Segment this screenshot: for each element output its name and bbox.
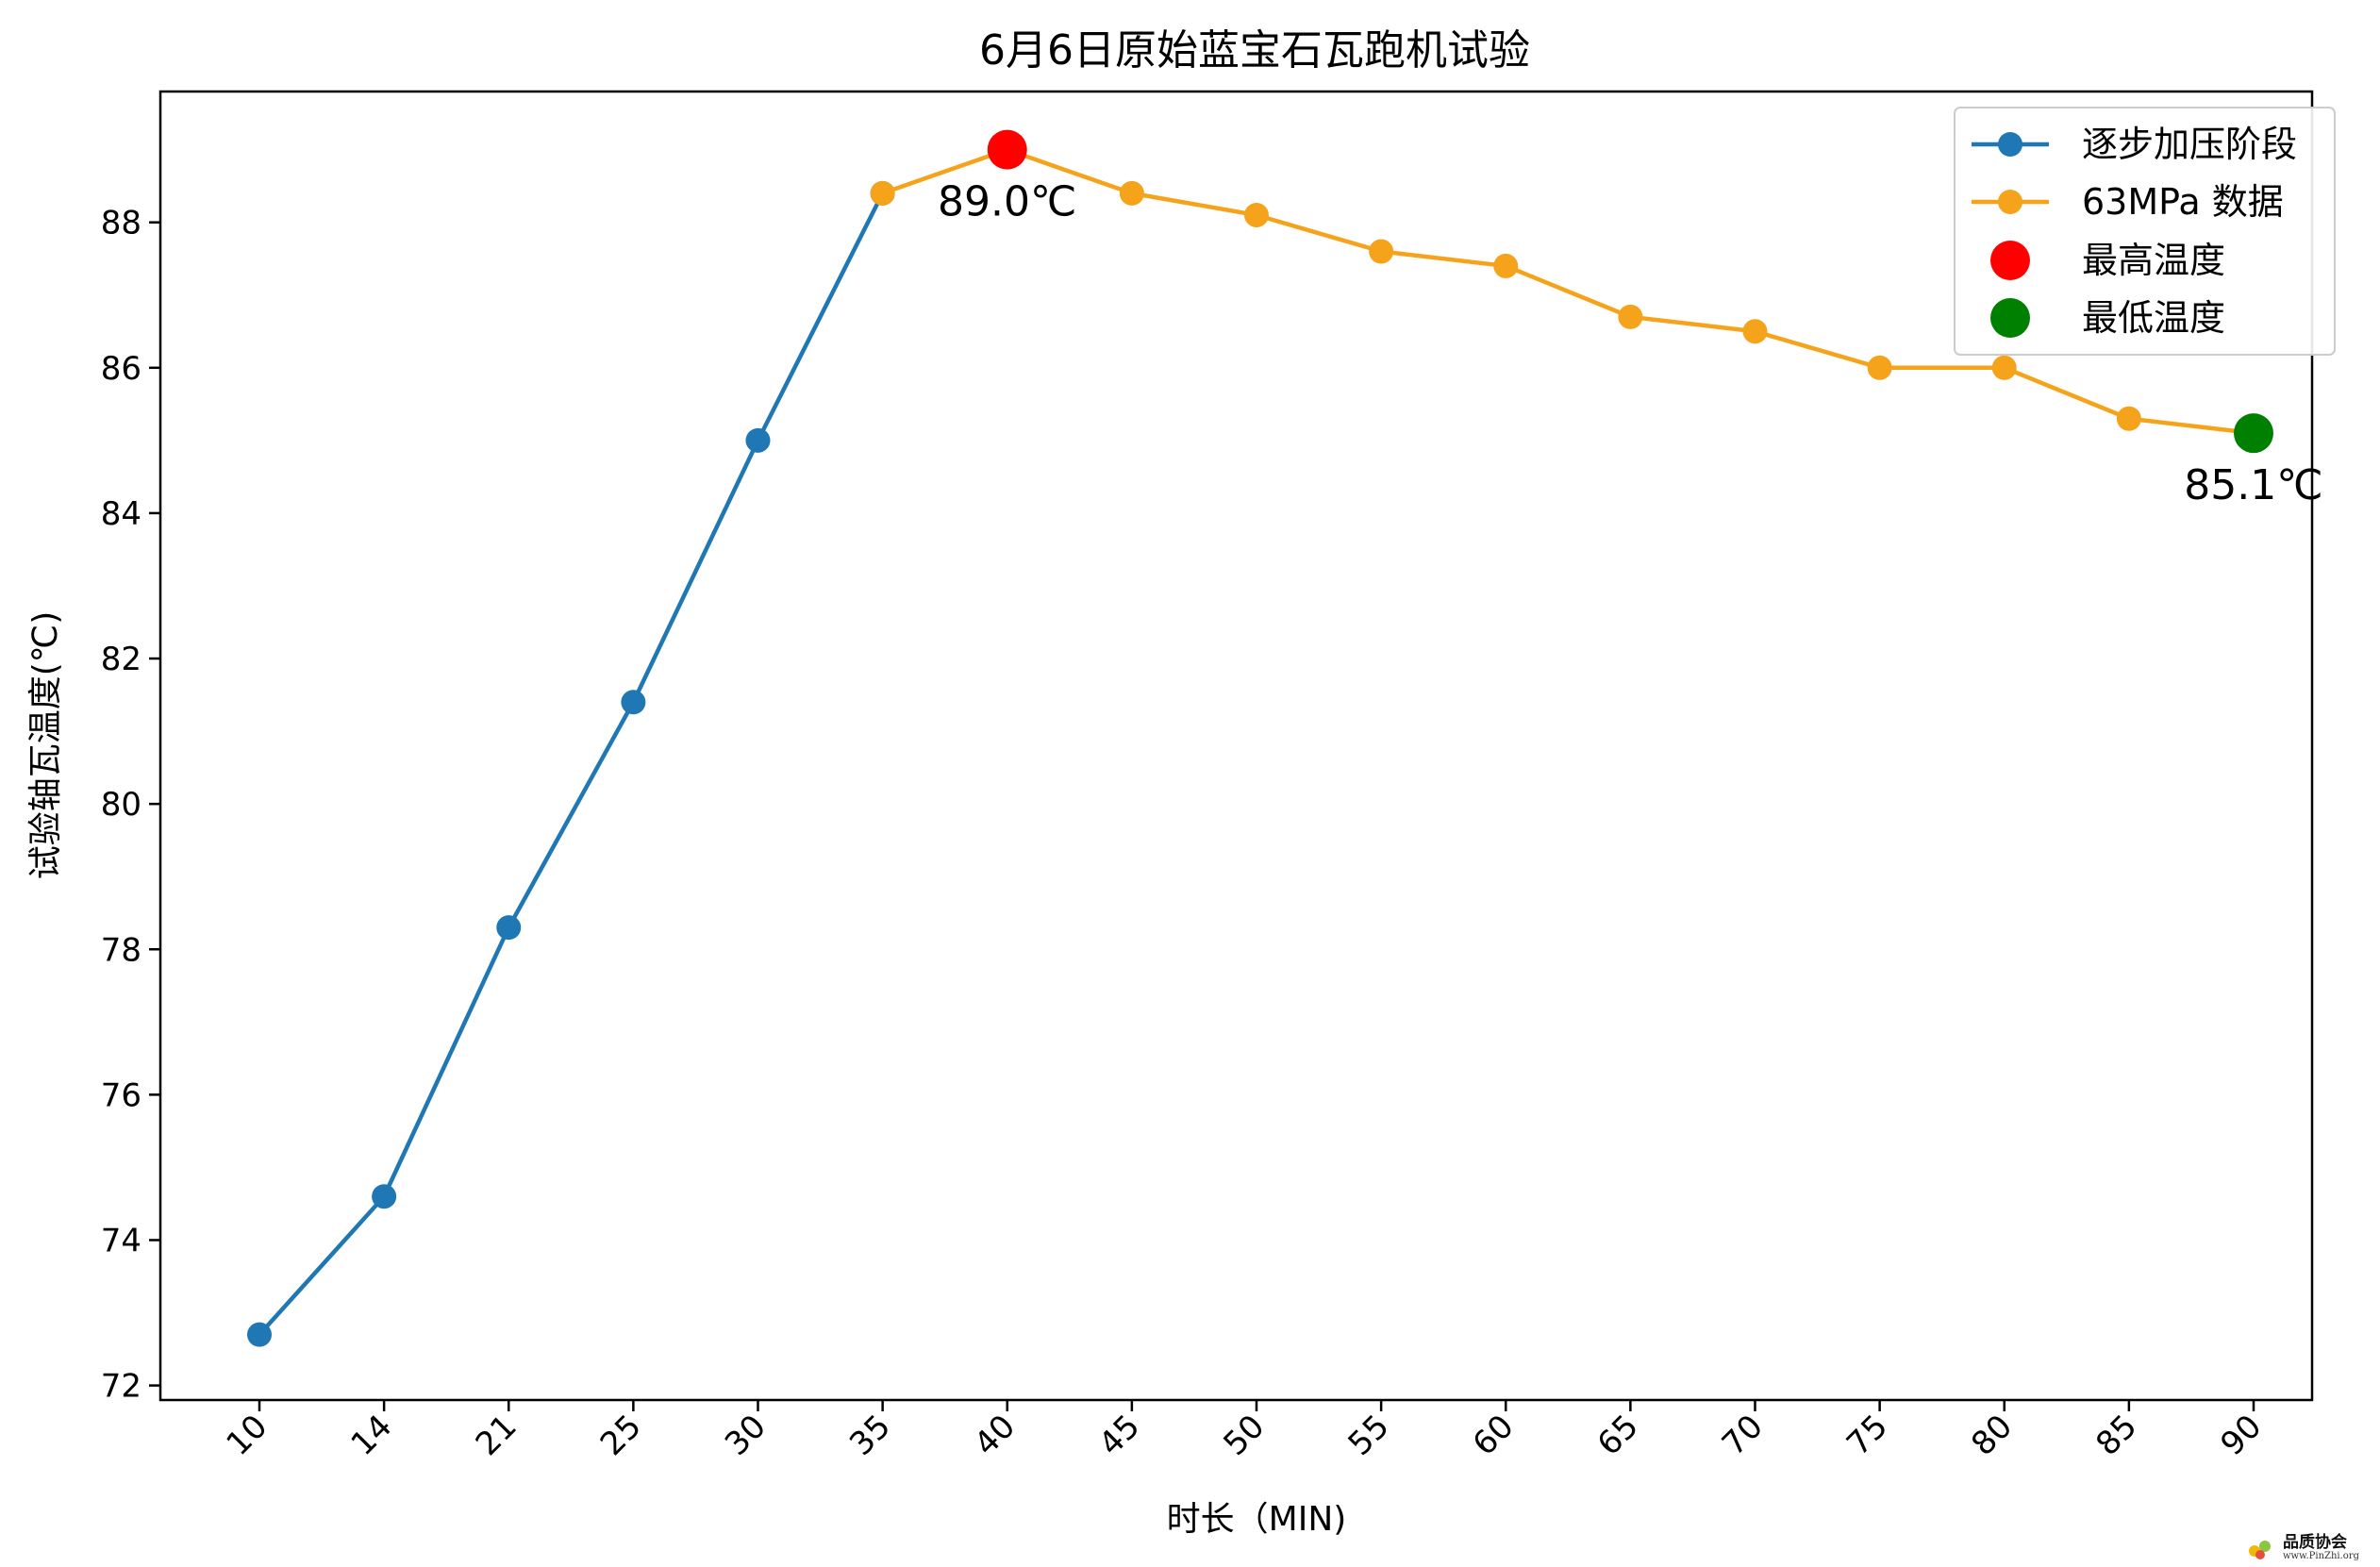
chart-title: 6月6日原始蓝宝石瓦跑机试验 (979, 26, 1530, 75)
x-tick-label: 55 (1341, 1408, 1397, 1463)
legend-marker (1990, 241, 2030, 280)
plot-frame (158, 90, 2314, 1402)
y-tick-label: 88 (101, 205, 141, 242)
x-tick-label: 65 (1590, 1408, 1646, 1463)
series-1 (247, 180, 895, 1347)
watermark-url: www.PinZhi.org (2282, 1551, 2359, 1561)
x-tick-label: 85 (2089, 1408, 2144, 1463)
x-tick-label: 30 (718, 1408, 774, 1463)
data-point (1119, 180, 1144, 206)
data-point (1991, 355, 2017, 380)
x-tick-label: 10 (219, 1408, 275, 1463)
series-line (258, 192, 885, 1337)
legend-marker (1990, 298, 2030, 338)
data-point (745, 427, 771, 453)
min-temperature-label: 85.1℃ (2184, 461, 2322, 509)
legend-box (1954, 107, 2336, 356)
x-tick-label: 75 (1839, 1408, 1895, 1463)
x-tick-label: 50 (1216, 1408, 1272, 1463)
data-point (2116, 406, 2141, 431)
legend-label: 最低温度 (2082, 297, 2225, 339)
watermark-name: 品质协会 (2282, 1533, 2347, 1552)
y-tick-label: 82 (101, 641, 141, 678)
x-tick-label: 80 (1964, 1408, 2020, 1463)
max-temperature-marker (987, 129, 1027, 170)
x-tick-label: 90 (2213, 1408, 2269, 1463)
x-tick-label: 70 (1715, 1408, 1771, 1463)
series-layer (247, 137, 2266, 1347)
data-point (372, 1184, 397, 1209)
data-point (1369, 239, 1394, 264)
data-point (1244, 202, 1269, 227)
y-tick-label: 74 (101, 1222, 141, 1259)
x-tick-label: 45 (1091, 1408, 1147, 1463)
x-axis-label: 时长（MIN) (1167, 1500, 1347, 1539)
x-tick-label: 35 (842, 1408, 898, 1463)
legend-marker (1998, 132, 2022, 157)
data-point (870, 180, 895, 206)
x-tick-label: 14 (344, 1408, 400, 1463)
y-tick-label: 84 (101, 495, 141, 533)
watermark: 品质协会 www.PinZhi.org (2247, 1535, 2359, 1561)
legend-marker (1998, 190, 2022, 214)
y-tick-label: 80 (101, 786, 141, 824)
legend-label: 63MPa 数据 (2082, 181, 2284, 223)
data-point (1493, 253, 1519, 278)
highlight-layer: 89.0℃ 85.1℃ (938, 129, 2323, 509)
data-point (621, 690, 646, 715)
min-temperature-marker (2234, 413, 2273, 454)
y-tick-label: 86 (101, 350, 141, 388)
data-point (1867, 355, 1892, 380)
data-point (1742, 319, 1768, 344)
y-tick-label: 78 (101, 931, 141, 969)
x-tick-label: 25 (593, 1408, 649, 1463)
x-tick-label: 40 (967, 1408, 1023, 1463)
y-tick-label: 76 (101, 1076, 141, 1114)
y-axis-ticks: 72 74 76 78 80 82 84 86 88 (101, 205, 160, 1406)
max-temperature-label: 89.0℃ (938, 178, 1076, 226)
legend-label: 最高温度 (2082, 240, 2225, 281)
x-tick-label: 21 (469, 1408, 524, 1463)
x-axis-ticks: 10 14 21 25 30 35 40 45 50 55 60 65 70 75 80 85 90 (219, 1400, 2269, 1463)
y-tick-label: 72 (101, 1368, 141, 1406)
x-tick-label: 60 (1466, 1408, 1522, 1463)
legend-label: 逐步加压阶段 (2082, 124, 2297, 165)
data-point (247, 1322, 272, 1347)
watermark-logo-icon (2248, 1541, 2271, 1559)
y-axis-label: 试验轴瓦温度(℃) (26, 611, 65, 880)
data-point (496, 915, 522, 941)
data-point (1618, 304, 1643, 329)
series-line (881, 147, 2255, 436)
